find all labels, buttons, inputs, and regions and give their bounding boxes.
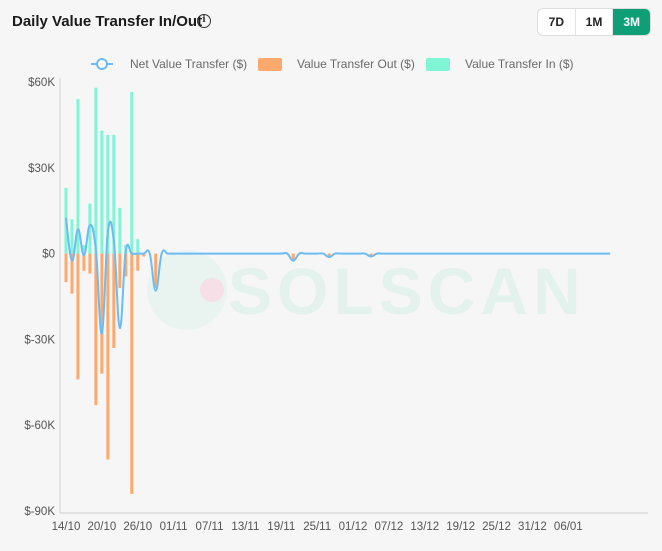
- out-bar[interactable]: [100, 253, 104, 374]
- in-bar[interactable]: [136, 239, 140, 254]
- in-bar[interactable]: [100, 130, 104, 254]
- out-bar[interactable]: [118, 253, 122, 288]
- x-tick-label: 13/11: [231, 521, 259, 533]
- legend-label-in: Value Transfer In ($): [465, 57, 574, 71]
- x-tick-label: 07/12: [375, 521, 404, 533]
- y-tick-label: $60K: [28, 77, 55, 89]
- watermark-text: SOLSCAN: [228, 254, 586, 328]
- out-bar[interactable]: [94, 253, 98, 406]
- x-tick-label: 25/12: [482, 521, 511, 533]
- in-bar[interactable]: [112, 134, 116, 254]
- x-tick-label: 20/10: [87, 521, 116, 533]
- legend-label-out: Value Transfer Out ($): [297, 57, 415, 71]
- out-bar[interactable]: [112, 253, 116, 348]
- out-bar[interactable]: [106, 253, 110, 460]
- in-bar[interactable]: [88, 203, 92, 254]
- out-bars: [64, 253, 373, 494]
- range-1m-button[interactable]: 1M: [576, 9, 614, 35]
- chart-legend: Net Value Transfer ($) Value Transfer Ou…: [0, 52, 662, 76]
- out-bar[interactable]: [142, 253, 146, 257]
- y-tick-label: $-90K: [24, 506, 55, 518]
- x-tick-label: 01/12: [339, 521, 368, 533]
- y-tick-label: $-30K: [24, 334, 55, 346]
- x-tick-label: 14/10: [52, 521, 81, 533]
- in-bar[interactable]: [106, 134, 110, 254]
- out-bar[interactable]: [136, 253, 140, 271]
- x-tick-label: 25/11: [303, 521, 331, 533]
- legend-square-icon: [258, 58, 282, 71]
- legend-line-circle-icon: [91, 58, 113, 70]
- out-bar[interactable]: [130, 253, 134, 494]
- out-bar[interactable]: [369, 253, 373, 257]
- legend-item-in[interactable]: Value Transfer In ($): [426, 56, 586, 72]
- in-bar[interactable]: [82, 245, 86, 254]
- range-3m-button[interactable]: 3M: [613, 9, 650, 35]
- x-tick-label: 06/01: [554, 521, 583, 533]
- net-line: [65, 217, 611, 335]
- out-bar[interactable]: [70, 253, 74, 294]
- in-bar[interactable]: [118, 207, 122, 254]
- x-tick-label: 01/11: [160, 521, 188, 533]
- net-value-line[interactable]: [65, 217, 611, 335]
- x-tick-label: 19/11: [267, 521, 295, 533]
- y-tick-label: $-60K: [24, 420, 55, 432]
- legend-square-icon: [426, 58, 450, 71]
- x-tick-label: 07/11: [196, 521, 224, 533]
- in-bar[interactable]: [76, 99, 80, 254]
- range-7d-button[interactable]: 7D: [538, 9, 576, 35]
- time-range-selector: 7D 1M 3M: [537, 8, 651, 36]
- legend-item-out[interactable]: Value Transfer Out ($): [258, 56, 418, 72]
- out-bar[interactable]: [88, 253, 92, 274]
- x-tick-label: 31/12: [518, 521, 547, 533]
- x-tick-label: 19/12: [446, 521, 475, 533]
- out-bar[interactable]: [76, 253, 80, 380]
- x-axis: 14/10 20/10 26/10 01/11 07/11 13/11 19/11 25/11…: [52, 78, 648, 533]
- legend-label-net: Net Value Transfer ($): [130, 57, 248, 71]
- out-bar[interactable]: [291, 253, 295, 261]
- out-bar[interactable]: [327, 253, 331, 258]
- x-tick-label: 13/12: [410, 521, 439, 533]
- in-bar[interactable]: [130, 92, 134, 254]
- out-bar[interactable]: [64, 253, 68, 283]
- legend-item-net[interactable]: Net Value Transfer ($): [90, 56, 250, 72]
- chart-title: Daily Value Transfer In/Out: [12, 13, 203, 30]
- y-tick-label: $0: [42, 249, 55, 261]
- in-bars: [64, 87, 140, 254]
- y-tick-label: $30K: [28, 163, 55, 175]
- y-axis: $60K $30K $0 $-30K $-60K $-90K: [24, 77, 55, 518]
- chart-header: Daily Value Transfer In/Out i 7D 1M 3M: [0, 0, 662, 44]
- out-bar[interactable]: [82, 253, 86, 271]
- x-tick-label: 26/10: [123, 521, 152, 533]
- solscan-watermark-logo: SOLSCAN: [147, 250, 586, 330]
- out-bar[interactable]: [154, 253, 158, 288]
- in-bar[interactable]: [70, 219, 74, 254]
- in-bar[interactable]: [94, 87, 98, 254]
- out-bar[interactable]: [124, 253, 128, 277]
- info-circle-icon[interactable]: i: [197, 14, 211, 28]
